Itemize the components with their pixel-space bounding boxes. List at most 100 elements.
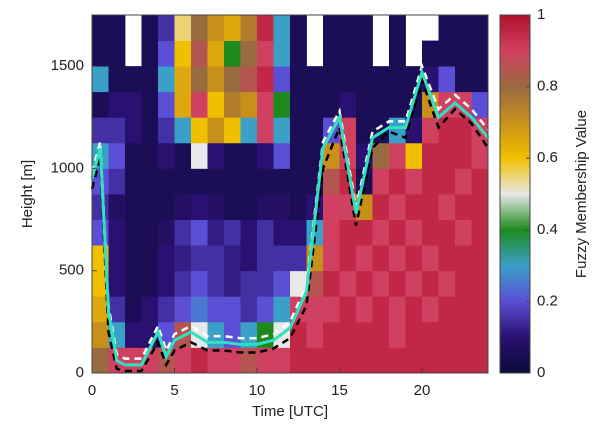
heat-cell — [389, 40, 406, 67]
heat-cell — [108, 296, 126, 323]
heat-cell — [422, 270, 439, 297]
heat-cell — [372, 142, 390, 169]
heat-cell — [273, 15, 291, 41]
heat-cell — [108, 270, 126, 297]
heat-cell — [240, 91, 258, 118]
heat-cell — [257, 40, 274, 67]
heat-cell — [372, 66, 390, 93]
heat-cell — [438, 194, 456, 220]
heat-cell — [257, 66, 274, 93]
heat-cell — [323, 40, 340, 67]
heat-cell — [125, 321, 142, 348]
x-tick-label: 5 — [170, 382, 178, 399]
heat-cell — [372, 347, 390, 374]
heat-cell — [356, 91, 373, 118]
heat-cell — [141, 168, 159, 195]
heat-cell — [405, 270, 423, 297]
heat-cell — [306, 347, 324, 374]
heat-cell — [273, 245, 291, 272]
heat-cell — [372, 270, 390, 297]
heat-cell — [257, 142, 274, 169]
heat-cell — [306, 219, 324, 246]
heat-cell — [356, 321, 373, 348]
heat-cell — [455, 40, 472, 67]
heat-cell — [257, 219, 274, 246]
heat-cell — [290, 66, 307, 93]
heat-cell — [273, 40, 291, 67]
heat-cell — [108, 66, 126, 93]
heat-cell — [422, 245, 439, 272]
heat-cell — [191, 15, 208, 41]
heat-cell — [455, 194, 472, 220]
heat-cell — [389, 194, 406, 220]
heat-cell — [471, 347, 489, 374]
colorbar-tick-label: 0.6 — [537, 149, 558, 166]
heat-cell — [174, 142, 192, 169]
heat-cell — [339, 40, 357, 67]
heat-cell — [471, 168, 489, 195]
heat-cell — [405, 321, 423, 348]
heat-cell — [438, 347, 456, 374]
heat-cell — [339, 321, 357, 348]
heat-cell — [422, 117, 439, 144]
heat-cell — [405, 296, 423, 323]
heat-cell — [323, 194, 340, 220]
heat-cell — [455, 66, 472, 93]
heat-cell — [471, 219, 489, 246]
heat-cell — [257, 91, 274, 118]
heat-cell — [240, 270, 258, 297]
heat-cell — [290, 245, 307, 272]
colorbar-tick-label: 0.4 — [537, 221, 558, 238]
heat-cell — [224, 347, 241, 374]
heat-cell — [224, 219, 241, 246]
heat-cell — [389, 347, 406, 374]
heat-cell — [257, 245, 274, 272]
heat-cell — [306, 117, 324, 144]
heat-cell — [224, 66, 241, 93]
heat-cell — [455, 245, 472, 272]
heat-cell — [224, 117, 241, 144]
heat-cell — [174, 347, 192, 374]
heat-cell — [323, 321, 340, 348]
heat-cell — [356, 15, 373, 41]
heat-cell — [108, 219, 126, 246]
heat-cell — [224, 245, 241, 272]
heat-cell — [257, 117, 274, 144]
heat-cell — [207, 270, 225, 297]
heat-cell — [191, 168, 208, 195]
heat-cell — [108, 91, 126, 118]
heat-cell — [158, 142, 175, 169]
heat-cell — [290, 142, 307, 169]
heat-cell — [455, 219, 472, 246]
line — [90, 76, 490, 373]
heat-cell — [240, 168, 258, 195]
heat-cell — [108, 117, 126, 144]
heat-cell — [405, 194, 423, 220]
heat-cell — [92, 194, 109, 220]
heat-cell — [323, 91, 340, 118]
colorbar-label: Fuzzy Membership Value — [573, 110, 590, 278]
heat-cell — [405, 347, 423, 374]
heat-cell — [290, 91, 307, 118]
heat-cell — [141, 194, 159, 220]
heat-cell — [323, 270, 340, 297]
heat-cell — [356, 66, 373, 93]
heat-cell — [389, 168, 406, 195]
heat-cell — [92, 40, 109, 67]
heat-cell — [273, 296, 291, 323]
y-tick-label: 1000 — [51, 159, 84, 176]
heat-cell — [125, 66, 142, 93]
heat-cell — [224, 296, 241, 323]
heat-cell — [339, 270, 357, 297]
plot-frame — [91, 14, 489, 374]
heat-cell — [306, 296, 324, 323]
heat-cell — [224, 142, 241, 169]
heat-cell — [125, 270, 142, 297]
heat-cell — [455, 168, 472, 195]
heat-cell — [141, 270, 159, 297]
heat-cell — [108, 194, 126, 220]
heat-cell — [207, 168, 225, 195]
colorbar-tick-label: 1 — [537, 6, 545, 23]
heat-cell — [471, 142, 489, 169]
heat-cell — [125, 142, 142, 169]
